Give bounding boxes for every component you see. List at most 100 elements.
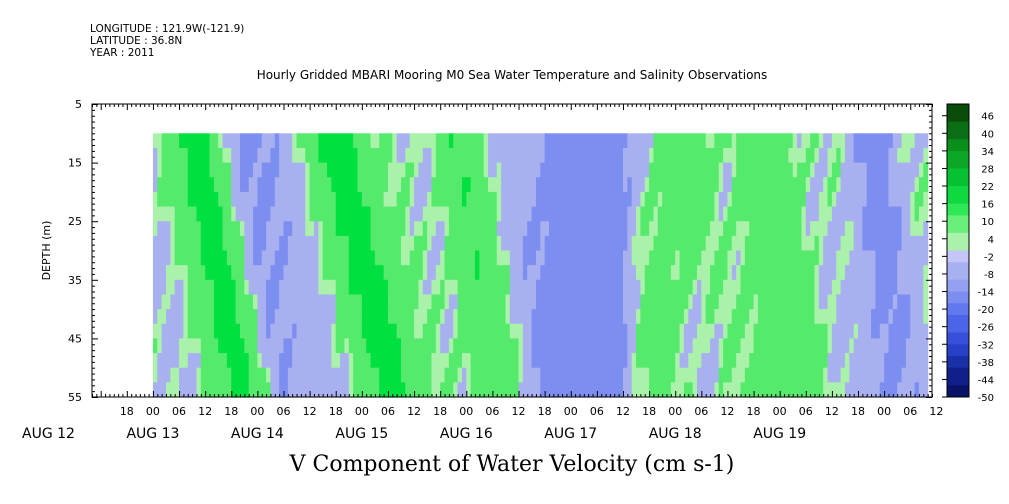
heatmap-cell [714, 353, 720, 369]
heatmap-cell [196, 133, 202, 149]
heatmap-cell [601, 250, 607, 266]
heatmap-cell [518, 147, 524, 164]
heatmap-cell [200, 177, 206, 193]
heatmap-cell [601, 309, 607, 325]
colorbar-swatch [947, 174, 969, 181]
heatmap-cell [579, 265, 585, 281]
heatmap-cell [266, 177, 272, 193]
colorbar-swatch [947, 332, 969, 339]
heatmap-cell [727, 235, 733, 252]
heatmap-cell [274, 162, 280, 178]
heatmap-cell [505, 353, 511, 369]
heatmap-cell [401, 147, 406, 164]
heatmap-cell [157, 353, 163, 369]
heatmap-cell [649, 250, 655, 266]
heatmap-cell [440, 279, 446, 296]
heatmap-cell [392, 309, 398, 325]
heatmap-cell [348, 206, 354, 222]
heatmap-cell [762, 294, 768, 310]
heatmap-cell [231, 235, 237, 252]
heatmap-cell [723, 367, 729, 383]
heatmap-cell [636, 147, 641, 164]
heatmap-cell [696, 133, 702, 149]
heatmap-cell [357, 147, 363, 164]
heatmap-cell [322, 133, 328, 149]
heatmap-cell [418, 191, 424, 208]
heatmap-cell [805, 162, 811, 178]
heatmap-cell [309, 367, 315, 383]
heatmap-cell [444, 162, 450, 178]
heatmap-cell [692, 147, 698, 164]
heatmap-cell [614, 162, 620, 178]
heatmap-cell [775, 353, 781, 369]
heatmap-cell [274, 133, 280, 149]
heatmap-cell [305, 206, 311, 222]
heatmap-cell [266, 250, 272, 266]
heatmap-cell [683, 279, 689, 296]
heatmap-cell [544, 279, 550, 296]
heatmap-cell [253, 309, 258, 325]
heatmap-cell [248, 133, 254, 149]
heatmap-cell [544, 367, 550, 383]
heatmap-cell [849, 382, 855, 398]
heatmap-cell [318, 353, 324, 369]
colorbar-swatch [947, 326, 969, 334]
heatmap-cell [187, 338, 193, 354]
heatmap-cell [235, 353, 241, 369]
heatmap-cell [553, 221, 559, 237]
heatmap-cell [296, 309, 302, 325]
heatmap-cell [292, 265, 298, 281]
heatmap-cell [209, 382, 215, 398]
heatmap-cell [827, 382, 833, 398]
x-hour-tick-label: 12 [303, 405, 317, 418]
heatmap-cell [762, 221, 768, 237]
heatmap-cell [770, 367, 776, 383]
heatmap-cell [575, 147, 581, 164]
heatmap-cell [470, 353, 476, 369]
heatmap-cell [231, 177, 237, 193]
heatmap-cell [553, 250, 559, 266]
heatmap-cell [222, 177, 228, 193]
heatmap-cell [723, 147, 729, 164]
heatmap-cell [871, 382, 877, 398]
heatmap-cell [696, 338, 702, 354]
x-hour-tick-label: 06 [277, 405, 291, 418]
heatmap-cell [209, 147, 215, 164]
heatmap-cell [810, 235, 816, 252]
heatmap-cell [744, 353, 750, 369]
heatmap-cell [858, 367, 863, 383]
heatmap-cell [840, 250, 846, 266]
heatmap-cell [418, 279, 424, 296]
heatmap-cell [313, 191, 319, 208]
heatmap-cell [370, 133, 376, 149]
heatmap-cell [514, 250, 520, 266]
heatmap-cell [213, 250, 219, 266]
heatmap-cell [810, 353, 816, 369]
heatmap-cell [505, 177, 511, 193]
heatmap-cell [409, 265, 415, 281]
heatmap-cell [605, 323, 611, 339]
heatmap-cell [322, 309, 328, 325]
heatmap-cell [583, 250, 589, 266]
heatmap-cell [248, 367, 254, 383]
heatmap-cell [209, 250, 215, 266]
heatmap-cell [183, 221, 189, 237]
heatmap-cell [235, 265, 241, 281]
heatmap-cell [248, 382, 254, 398]
heatmap-cell [901, 294, 907, 310]
heatmap-cell [557, 162, 563, 178]
heatmap-cell [888, 294, 894, 310]
heatmap-cell [596, 367, 602, 383]
heatmap-cell [840, 353, 846, 369]
heatmap-cell [784, 309, 789, 325]
heatmap-cell [705, 177, 711, 193]
heatmap-cell [183, 177, 189, 193]
heatmap-cell [361, 235, 367, 252]
heatmap-cell [157, 250, 163, 266]
heatmap-cell [209, 309, 215, 325]
heatmap-cell [514, 279, 520, 296]
heatmap-cell [357, 133, 363, 149]
heatmap-cell [875, 279, 881, 296]
heatmap-cell [253, 221, 258, 237]
heatmap-cell [152, 367, 158, 383]
